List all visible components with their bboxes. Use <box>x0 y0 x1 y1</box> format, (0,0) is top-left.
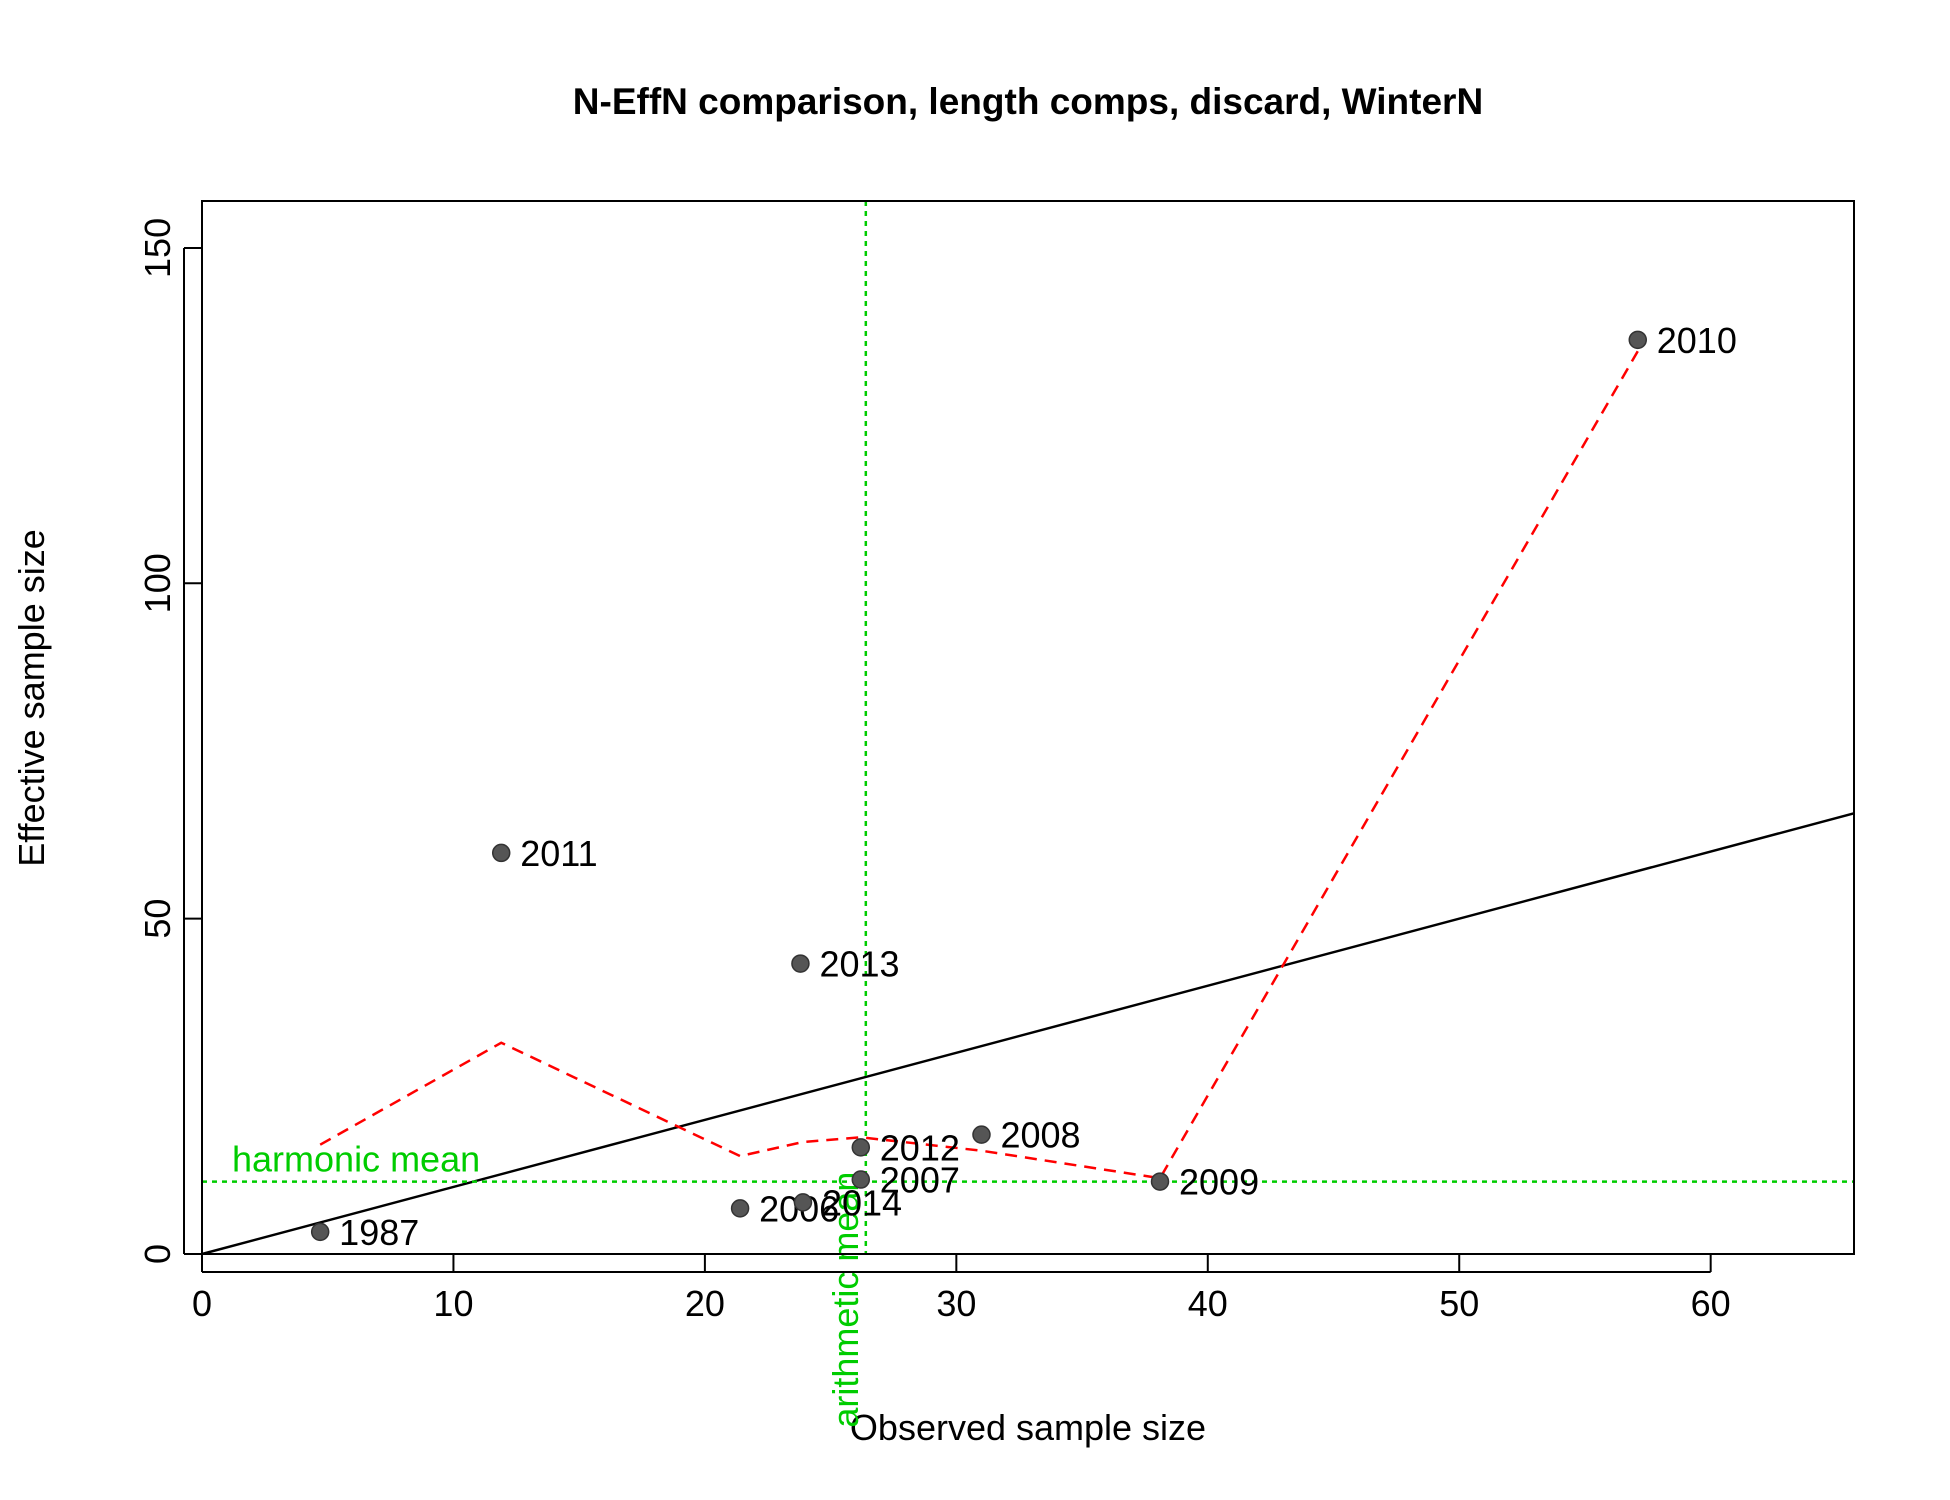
chart-title: N-EffN comparison, length comps, discard… <box>573 81 1483 122</box>
x-tick-label: 40 <box>1188 1283 1228 1324</box>
point-label: 2013 <box>819 944 899 985</box>
point-label: 2014 <box>822 1182 902 1223</box>
y-tick-label: 0 <box>137 1244 178 1264</box>
smoother-line-group <box>319 350 1639 1180</box>
plot-frame <box>201 200 1855 1255</box>
data-point <box>1628 330 1648 350</box>
data-point <box>791 954 810 973</box>
data-point <box>1150 1172 1170 1191</box>
one-to-one-line <box>201 812 1855 1256</box>
data-point <box>310 1222 330 1242</box>
y-tick-label: 50 <box>137 899 178 939</box>
y-axis-label: Effective sample size <box>11 529 52 866</box>
x-tick-label: 0 <box>192 1283 212 1324</box>
point-label: 1987 <box>339 1212 419 1253</box>
point-label: 2008 <box>1000 1115 1080 1156</box>
data-point <box>730 1199 750 1218</box>
arithmetic-mean-label: arithmetic mean <box>825 1172 866 1428</box>
data-point <box>491 843 511 863</box>
x-tick-label: 20 <box>685 1283 725 1324</box>
reference-lines-group: harmonic mean arithmetic mean <box>202 201 1854 1428</box>
point-label: 2007 <box>880 1160 960 1201</box>
x-tick-label: 30 <box>936 1283 976 1324</box>
data-point <box>851 1138 871 1157</box>
smoother-line <box>319 350 1639 1180</box>
point-label: 2010 <box>1657 320 1737 361</box>
x-tick-label: 50 <box>1439 1283 1479 1324</box>
points-group: 1987200620142007201220082009201020112013 <box>310 320 1737 1253</box>
data-point <box>972 1125 991 1144</box>
one-to-one-line-group <box>201 812 1855 1256</box>
axes-group: 0 10 20 30 40 50 60 0 50 100 150 <box>137 218 1731 1324</box>
data-point <box>793 1193 813 1212</box>
data-point <box>851 1170 871 1189</box>
x-tick-label: 60 <box>1691 1283 1731 1324</box>
point-label: 2012 <box>880 1127 960 1168</box>
y-tick-label: 150 <box>137 218 178 278</box>
harmonic-mean-label: harmonic mean <box>232 1139 480 1180</box>
point-label: 2009 <box>1179 1162 1259 1203</box>
x-axis-label: Observed sample size <box>850 1407 1206 1448</box>
y-tick-label: 100 <box>137 553 178 613</box>
point-label: 2011 <box>520 833 597 874</box>
x-tick-label: 10 <box>433 1283 473 1324</box>
